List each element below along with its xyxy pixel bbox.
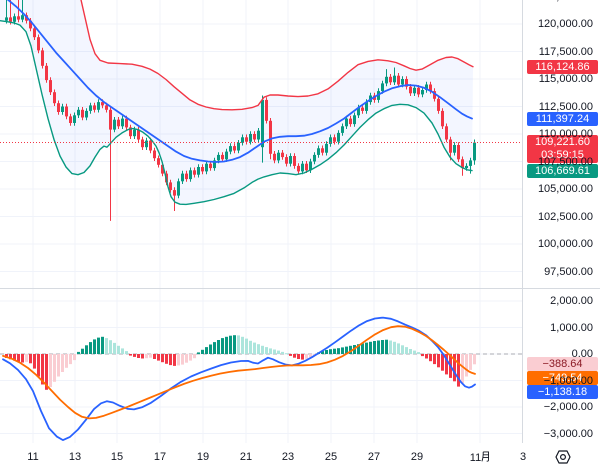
time-axis-label: 11 <box>27 451 39 463</box>
macd-histogram <box>5 335 476 390</box>
time-axis-label: 27 <box>367 451 381 463</box>
time-axis-label: 3 <box>519 451 527 463</box>
price-axis[interactable]: 116,124.86 111,397.24 109,221.60 03:59:1… <box>522 0 600 474</box>
candles <box>5 0 476 221</box>
bollinger-upper-price-badge: 116,124.86 <box>527 59 598 74</box>
bollinger-mid-line <box>6 0 473 163</box>
candle-countdown: 03:59:15 <box>541 148 584 161</box>
macd-histogram-badge: −388.64 <box>527 357 598 372</box>
macd-axis-label: 1,000.00 <box>550 321 593 334</box>
macd-line-badge: −1,138.18 <box>527 385 598 400</box>
month-glyph <box>481 451 490 462</box>
price-axis-label: 120,000.00 <box>537 18 593 30</box>
price-axis-label: 122,500.00 <box>538 0 593 4</box>
price-axis-label: 100,000.00 <box>537 238 593 250</box>
price-axis-label: 97,500.00 <box>544 265 593 278</box>
price-axis-label: 112,500.00 <box>538 100 593 113</box>
time-axis-label: 17 <box>153 451 167 463</box>
settings-icon[interactable] <box>554 449 572 465</box>
last-price-badge: 109,221.60 03:59:15 <box>527 134 598 163</box>
macd-line <box>2 316 476 441</box>
price-axis-label: 110,000.00 <box>538 128 593 140</box>
bollinger-fill <box>0 0 473 205</box>
price-axis-label: 107,500.00 <box>537 155 593 168</box>
macd-axis-label: −3,000.00 <box>543 427 593 440</box>
bollinger-upper-line <box>80 0 474 111</box>
time-axis-label: 21 <box>239 451 253 463</box>
time-axis-label: 19 <box>196 451 210 463</box>
time-axis[interactable]: 11 13 15 17 19 21 23 25 27 29 11 3 <box>0 443 600 474</box>
price-axis-label: 117,500.00 <box>538 45 593 58</box>
time-axis-label: 25 <box>324 451 338 463</box>
time-axis-label: 13 <box>68 451 82 463</box>
time-axis-label: 29 <box>410 451 424 463</box>
time-axis-label: 23 <box>281 451 295 463</box>
price-axis-label: 102,500.00 <box>537 210 593 223</box>
time-axis-label: 11 <box>458 451 502 464</box>
time-axis-label: 15 <box>110 451 124 463</box>
macd-signal-badge: −749.54 <box>527 371 598 386</box>
bollinger-lower-price-badge: 106,669.61 <box>527 163 598 178</box>
macd-axis-label: −2,000.00 <box>543 401 593 413</box>
macd-axis-label: 0.00 <box>571 348 593 360</box>
price-axis-label: 105,000.00 <box>537 183 593 195</box>
last-price-value: 109,221.60 <box>534 135 591 148</box>
price-axis-label: 115,000.00 <box>538 73 593 85</box>
macd-axis-label: 2,000.00 <box>550 295 593 307</box>
macd-signal-line <box>2 325 476 420</box>
macd-axis-label: −1,000.00 <box>543 374 593 387</box>
bollinger-mid-price-badge: 111,397.24 <box>527 111 598 126</box>
bollinger-lower-line <box>0 20 473 206</box>
